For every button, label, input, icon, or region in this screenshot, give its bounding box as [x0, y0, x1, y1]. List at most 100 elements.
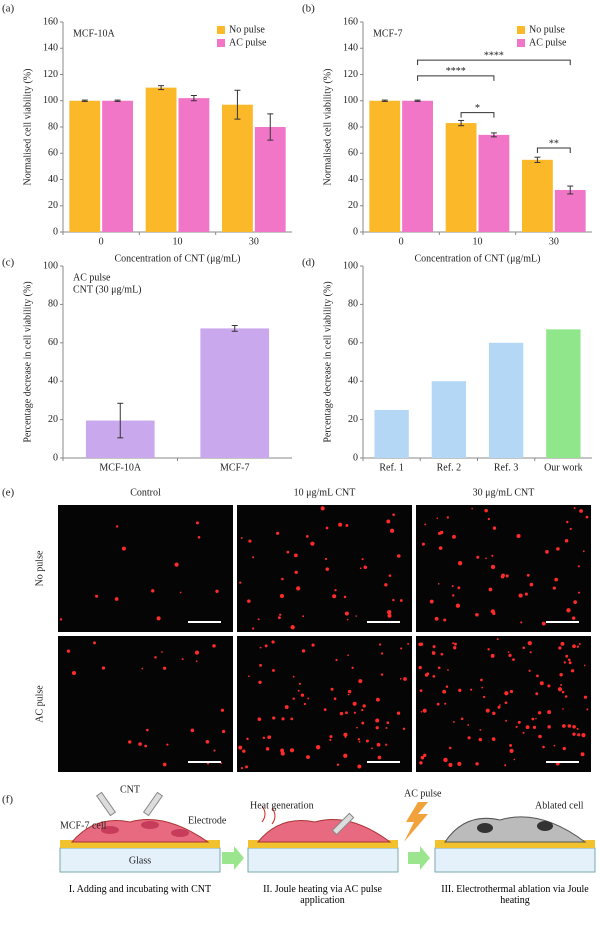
schematic: CNT MCF-7 cell Electrode Glass Heat gene… [59, 784, 596, 906]
y-tick-label: 40 [348, 375, 358, 386]
cell-dot [292, 675, 295, 678]
cell-dot [478, 737, 483, 742]
cell-dot [573, 600, 578, 604]
cell-dot [343, 753, 348, 758]
cell-dot [357, 738, 361, 741]
cell-dot [567, 658, 571, 662]
cell-dot [431, 651, 434, 653]
cell-dot [358, 740, 361, 743]
step-text: III. Electrothermal ablation via Joule h… [441, 884, 589, 906]
cell-dot [508, 653, 512, 657]
cell-dot [538, 734, 542, 739]
cell-dot [545, 550, 549, 554]
bar [522, 159, 553, 232]
cell-dot [311, 643, 315, 647]
cell-dot [386, 721, 390, 725]
x-tick-label: 30 [249, 236, 259, 247]
cell-dot [490, 564, 496, 570]
schematic-label: Ablated cell [535, 800, 584, 811]
cell-dot [396, 711, 401, 715]
cell-dot [448, 746, 452, 750]
ablated-cells [444, 816, 587, 843]
cell-dot [420, 710, 423, 713]
cell-dot [446, 516, 450, 519]
y-tick-label: 160 [343, 16, 358, 27]
significance-bracket [417, 59, 571, 66]
cell-dot [485, 557, 487, 560]
nucleus [171, 829, 189, 837]
cell-dot [496, 638, 499, 641]
cell-dot [518, 593, 523, 598]
cell-dot [547, 725, 551, 729]
y-tick-label: 80 [348, 299, 358, 310]
cell-dot [213, 749, 216, 752]
cell-dot [190, 728, 195, 733]
cell-dot [475, 762, 479, 766]
cell-dot [583, 695, 588, 699]
cell-dot [194, 650, 200, 655]
cell-dot [402, 727, 406, 731]
cell-dot [154, 656, 157, 659]
cell-dot [479, 728, 482, 731]
y-tick-label: 60 [48, 148, 58, 159]
cell-dot [384, 583, 388, 587]
cell-dot [335, 658, 338, 662]
cell-dot [547, 684, 551, 688]
cell-dot [280, 751, 285, 756]
y-tick-label: 60 [348, 337, 358, 348]
cell-dot [487, 648, 490, 651]
cell-dot [566, 608, 571, 613]
step-caption: III. Electrothermal ablation via Joule h… [441, 884, 589, 906]
y-tick-label: 120 [43, 69, 58, 80]
cell-dot [292, 697, 295, 700]
cell-dot [586, 708, 589, 711]
cell-dot [262, 736, 266, 740]
cell-dot [467, 736, 471, 740]
cell-dot [264, 644, 268, 648]
cell-dot [248, 675, 250, 678]
x-tick-label: Ref. 2 [437, 462, 461, 473]
significance-bracket [536, 147, 571, 153]
cell-dot [436, 517, 439, 520]
significance-label: * [475, 103, 480, 114]
bar [145, 87, 177, 232]
cell-dot [376, 742, 381, 747]
cell-dot [332, 594, 337, 599]
cell-dot [560, 641, 565, 646]
cell-dot [306, 755, 310, 759]
cell-dot [380, 673, 384, 676]
cnt [142, 791, 164, 817]
cell-dot [352, 701, 357, 706]
cell-dot [437, 582, 440, 585]
x-tick-label: Our work [544, 462, 583, 473]
cell-dot [484, 508, 488, 513]
cell-dot [525, 725, 530, 730]
bar [402, 100, 433, 232]
cell-dot [276, 531, 280, 535]
significance-label: **** [446, 66, 466, 77]
y-tick-label: 40 [48, 375, 58, 386]
y-axis-label: Percentage decrease in cell viability (%… [22, 281, 33, 442]
cell-dot [161, 651, 163, 653]
cell-dot [524, 592, 528, 596]
cell-dot [421, 542, 425, 546]
cell-dot [339, 711, 344, 716]
cell-dot [434, 616, 439, 621]
cell-dot [377, 755, 382, 760]
cell-dot [467, 724, 470, 726]
cell-dot [572, 644, 576, 649]
panel-label: (c) [2, 257, 15, 269]
cell-dot [174, 562, 179, 567]
step-text: I. Adding and incubating with CNT [68, 884, 212, 895]
cell-dot [267, 735, 272, 740]
bar [445, 123, 477, 232]
legend-swatch [517, 26, 525, 34]
cell-dot [539, 681, 544, 686]
cell-dot [457, 586, 461, 590]
cell-dot [566, 520, 569, 524]
cell-dot [429, 599, 434, 604]
cell-dot [562, 746, 566, 751]
panel-label: (b) [302, 3, 315, 15]
cell-dot [294, 570, 298, 574]
cell-dot [562, 724, 566, 728]
